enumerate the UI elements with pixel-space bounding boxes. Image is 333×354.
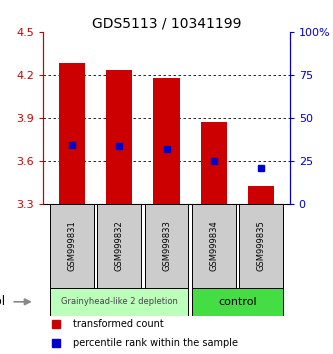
Bar — [97, 204, 141, 287]
Text: GSM999834: GSM999834 — [209, 220, 218, 271]
Bar — [248, 187, 274, 204]
Text: GSM999831: GSM999831 — [67, 220, 76, 271]
Text: control: control — [218, 297, 257, 307]
Bar — [50, 204, 94, 287]
Text: protocol: protocol — [0, 295, 6, 308]
Bar — [192, 287, 283, 316]
Text: Grainyhead-like 2 depletion: Grainyhead-like 2 depletion — [61, 297, 177, 306]
Bar — [59, 63, 85, 204]
Text: percentile rank within the sample: percentile rank within the sample — [73, 338, 238, 348]
Text: GSM999833: GSM999833 — [162, 220, 171, 271]
Title: GDS5113 / 10341199: GDS5113 / 10341199 — [92, 17, 241, 31]
Bar — [145, 204, 188, 287]
Bar — [50, 287, 188, 316]
Bar — [192, 204, 236, 287]
Bar — [154, 78, 179, 204]
Bar — [239, 204, 283, 287]
Text: GSM999835: GSM999835 — [257, 220, 266, 271]
Bar — [106, 70, 132, 204]
Text: transformed count: transformed count — [73, 319, 164, 329]
Text: GSM999832: GSM999832 — [115, 220, 124, 271]
Bar — [201, 122, 227, 204]
